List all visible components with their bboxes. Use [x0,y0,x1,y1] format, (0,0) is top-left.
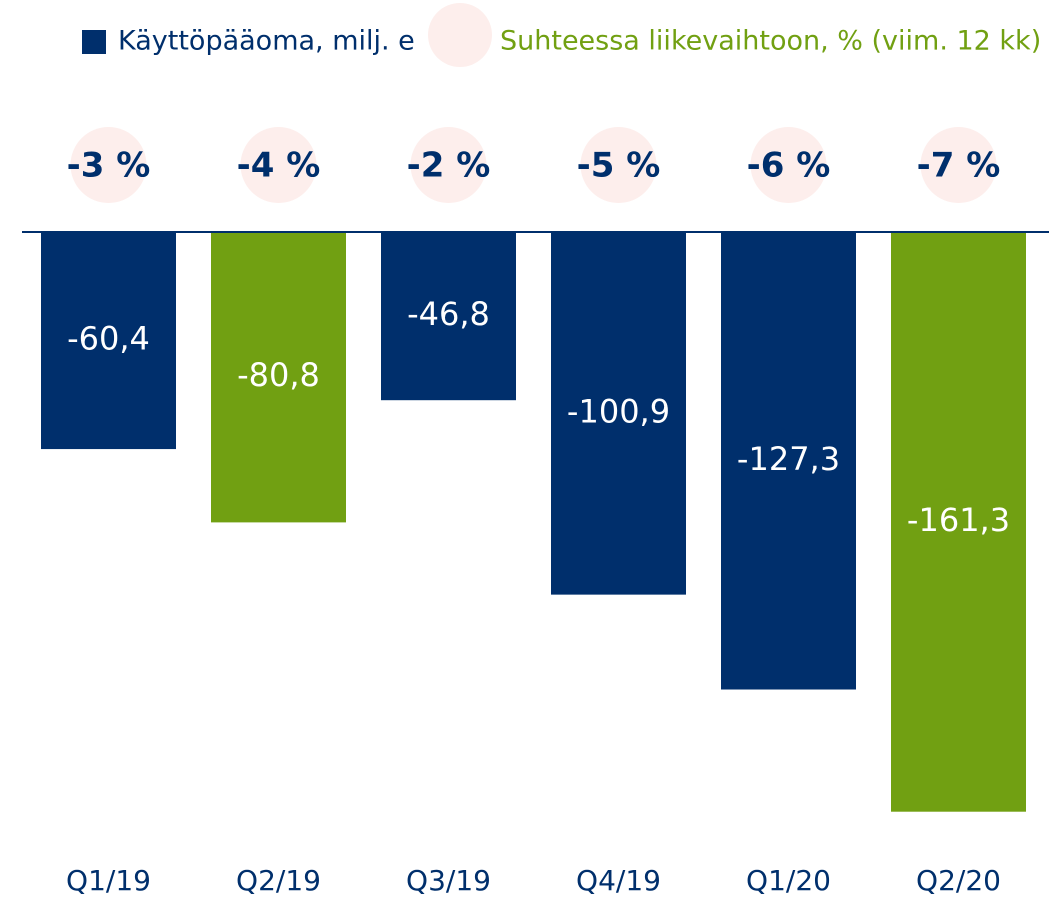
legend-swatch [428,3,492,67]
ratio-label: -7 % [917,146,1001,186]
ratio-label: -5 % [577,146,661,186]
value-label: -127,3 [737,440,840,478]
x-tick-label: Q1/20 [746,864,831,897]
value-label: -46,8 [407,295,490,333]
x-tick-label: Q1/19 [66,864,151,897]
ratio-circle [410,127,487,203]
ratio-label: -6 % [747,146,831,186]
ratio-circle [580,127,657,203]
ratio-circle [240,127,317,203]
bar [211,232,346,523]
ratio-label: -3 % [67,146,151,186]
ratio-circle [70,127,147,203]
ratio-label: -4 % [237,146,321,186]
bar [41,232,176,450]
value-label: -100,9 [567,392,670,430]
value-label: -60,4 [67,320,150,358]
x-tick-label: Q4/19 [576,864,661,897]
legend-label: Suhteessa liikevaihtoon, % (viim. 12 kk) [500,26,1041,57]
x-tick-label: Q2/19 [236,864,321,897]
value-label: -80,8 [237,356,320,394]
value-label: -161,3 [907,501,1010,539]
bar [381,232,516,401]
legend-swatch [82,30,106,54]
bar [891,232,1026,812]
bar [721,232,856,690]
x-tick-label: Q2/20 [916,864,1001,897]
legend-label: Käyttöpääoma, milj. e [118,26,415,57]
ratio-circle [920,127,997,203]
ratio-circle [750,127,827,203]
bar [551,232,686,595]
ratio-label: -2 % [407,146,491,186]
x-tick-label: Q3/19 [406,864,491,897]
